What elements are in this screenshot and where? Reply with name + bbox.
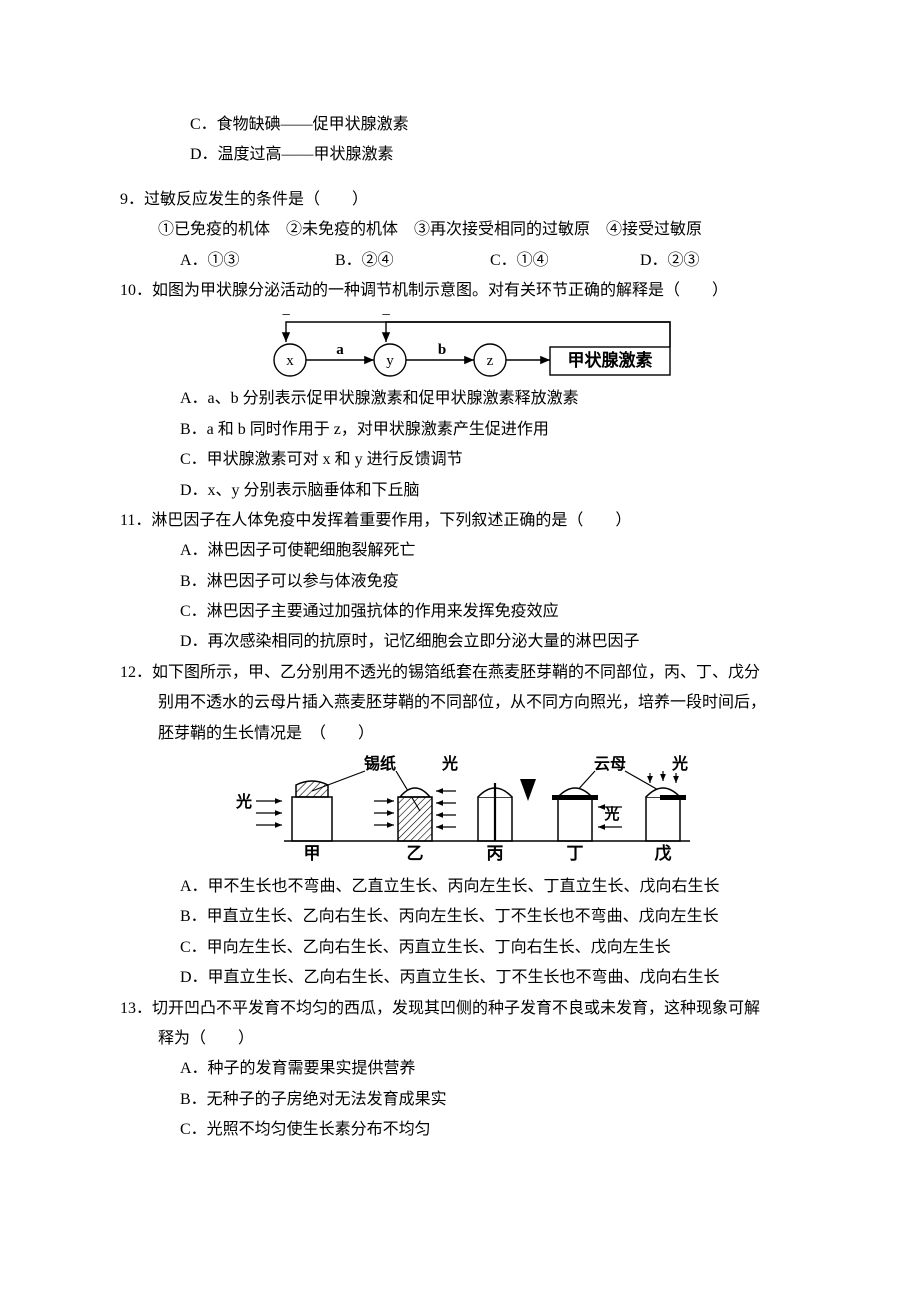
q13-stem-line1: 13．切开凹凸不平发育不均匀的西瓜，发现其凹侧的种子发育不良或未发育，这种现象可… [120, 994, 820, 1024]
q9-option-b: B．②④ [335, 246, 490, 276]
q11-option-a: A．淋巴因子可使靶细胞裂解死亡 [180, 536, 820, 566]
q11-option-c: C．淋巴因子主要通过加强抗体的作用来发挥免疫效应 [180, 597, 820, 627]
q12-option-a: A．甲不生长也不弯曲、乙直立生长、丙向左生长、丁直立生长、戊向右生长 [180, 872, 820, 902]
q9-conditions: ①已免疫的机体 ②未免疫的机体 ③再次接受相同的过敏原 ④接受过敏原 [158, 215, 820, 245]
svg-text:乙: 乙 [407, 844, 424, 863]
svg-text:−: − [381, 312, 390, 324]
svg-text:戊: 戊 [655, 843, 672, 863]
svg-text:−: − [281, 312, 290, 324]
q9-option-d: D．②③ [640, 246, 770, 276]
q12-stem-line1: 12．如下图所示，甲、乙分别用不透光的锡箔纸套在燕麦胚芽鞘的不同部位，丙、丁、戊… [120, 658, 820, 688]
svg-text:b: b [438, 342, 446, 358]
q10-figure-wrap: x y z 甲状腺激素 a b − − [120, 312, 820, 382]
q8-option-c: C．食物缺碘——促甲状腺激素 [190, 110, 820, 140]
q13-stem-line2: 释为（ ） [158, 1024, 820, 1054]
svg-text:光: 光 [671, 755, 688, 773]
q13-option-b: B．无种子的子房绝对无法发育成果实 [180, 1085, 820, 1115]
svg-text:a: a [336, 342, 344, 358]
q10-option-d: D．x、y 分别表示脑垂体和下丘脑 [180, 476, 820, 506]
q12-option-d: D．甲直立生长、乙向右生长、丙直立生长、丁不生长也不弯曲、戊向右生长 [180, 963, 820, 993]
svg-text:y: y [386, 353, 394, 369]
svg-text:云母: 云母 [594, 755, 626, 773]
svg-text:光: 光 [441, 755, 458, 773]
svg-text:锡纸: 锡纸 [364, 755, 396, 773]
q12-stem-line2: 别用不透水的云母片插入燕麦胚芽鞘的不同部位，从不同方向照光，培养一段时间后， [158, 688, 820, 718]
q12-option-c: C．甲向左生长、乙向右生长、丙直立生长、丁向右生长、戊向左生长 [180, 933, 820, 963]
q11-stem: 11．淋巴因子在人体免疫中发挥着重要作用，下列叙述正确的是（ ） [120, 506, 820, 536]
q12-stem-line3: 胚芽鞘的生长情况是 （ ） [158, 719, 820, 749]
q12-option-b: B．甲直立生长、乙向右生长、丙向左生长、丁不生长也不弯曲、戊向左生长 [180, 902, 820, 932]
svg-text:丁: 丁 [567, 844, 584, 863]
svg-text:光: 光 [235, 792, 252, 811]
q10-stem: 10．如图为甲状腺分泌活动的一种调节机制示意图。对有关环节正确的解释是（ ） [120, 276, 820, 306]
q9-options-row: A．①③ B．②④ C．①④ D．②③ [180, 246, 820, 276]
q12-diagram: 锡纸 光 云母 光 光 甲 [220, 755, 720, 870]
svg-text:丙: 丙 [487, 844, 504, 863]
q10-diagram: x y z 甲状腺激素 a b − − [250, 312, 690, 382]
q8-option-d: D．温度过高——甲状腺激素 [190, 140, 820, 170]
svg-text:甲状腺激素: 甲状腺激素 [568, 350, 653, 370]
q11-option-d: D．再次感染相同的抗原时，记忆细胞会立即分泌大量的淋巴因子 [180, 627, 820, 657]
spacer [120, 171, 820, 185]
q9-option-c: C．①④ [490, 246, 640, 276]
q12-figure-wrap: 锡纸 光 云母 光 光 甲 [120, 755, 820, 870]
q9-option-a: A．①③ [180, 246, 335, 276]
q13-option-a: A．种子的发育需要果实提供营养 [180, 1054, 820, 1084]
svg-text:甲: 甲 [304, 844, 321, 863]
svg-text:光: 光 [603, 805, 619, 823]
q9-stem: 9．过敏反应发生的条件是（ ） [120, 185, 820, 215]
q11-option-b: B．淋巴因子可以参与体液免疫 [180, 567, 820, 597]
q10-option-a: A．a、b 分别表示促甲状腺激素和促甲状腺激素释放激素 [180, 384, 820, 414]
q13-option-c: C．光照不均匀使生长素分布不均匀 [180, 1115, 820, 1145]
svg-text:z: z [487, 353, 494, 369]
document-page: C．食物缺碘——促甲状腺激素 D．温度过高——甲状腺激素 9．过敏反应发生的条件… [0, 0, 920, 1186]
q10-option-c: C．甲状腺激素可对 x 和 y 进行反馈调节 [180, 445, 820, 475]
svg-text:x: x [286, 353, 294, 369]
q10-option-b: B．a 和 b 同时作用于 z，对甲状腺激素产生促进作用 [180, 415, 820, 445]
